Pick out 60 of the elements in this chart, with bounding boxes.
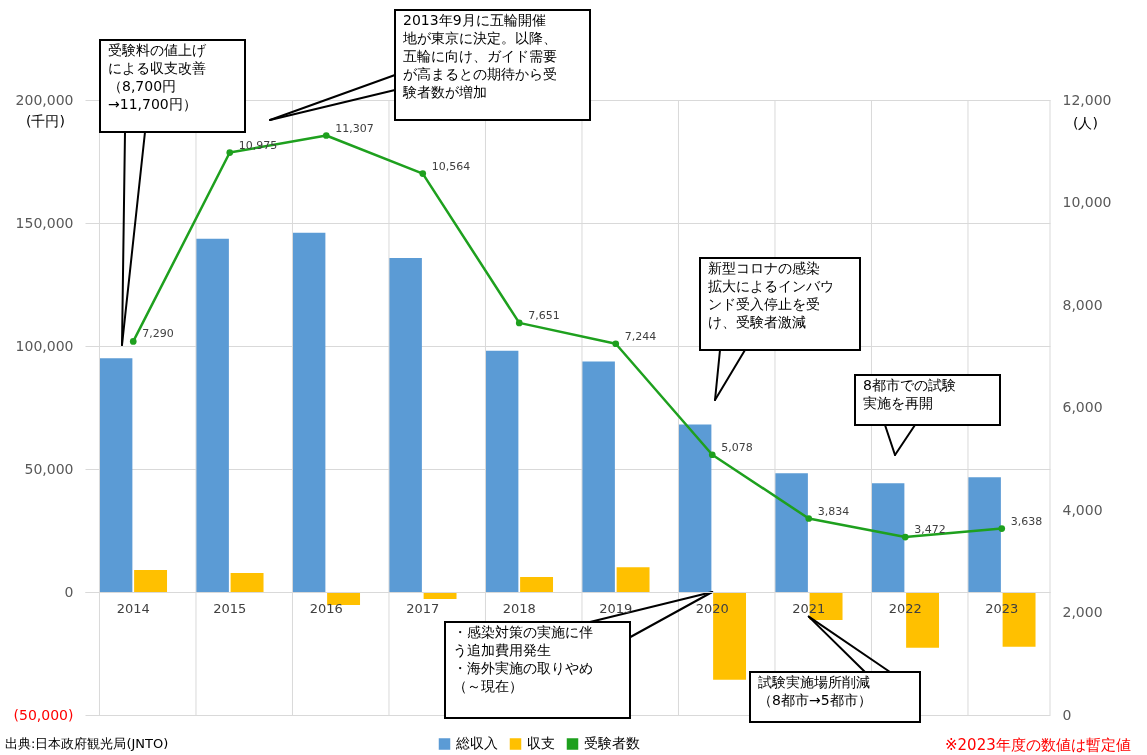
y2-tick-label: 0	[1062, 706, 1072, 723]
point	[515, 319, 523, 327]
data-label: 7,244	[624, 329, 657, 343]
y2-tick-label: 8,000	[1062, 296, 1103, 313]
y2-tick-label: 6,000	[1062, 399, 1103, 415]
bar	[230, 573, 264, 592]
bar	[292, 232, 326, 592]
x-tick-label: 2014	[116, 600, 150, 616]
legend-label: 総収入	[454, 735, 498, 751]
bar	[99, 358, 133, 592]
y-tick-label: (50,000)	[13, 706, 74, 723]
text: ※2023年度の数値は暫定値	[945, 736, 1131, 754]
point	[708, 451, 716, 459]
point	[226, 149, 234, 156]
bar	[678, 424, 712, 592]
bar	[388, 257, 422, 592]
y2-tick-label: 10,000	[1062, 194, 1112, 210]
annotation: 試験実施場所削減（8都市→5都市）	[758, 674, 872, 708]
y2-tick-label: 4,000	[1062, 501, 1103, 518]
data-label: 7,290	[142, 327, 174, 341]
legend-label: 収支	[526, 735, 555, 751]
point	[901, 533, 909, 541]
y-tick-label: 50,000	[24, 460, 74, 477]
bar	[581, 361, 615, 592]
bar	[134, 570, 168, 592]
point	[805, 515, 813, 522]
data-label: 11,307	[335, 121, 374, 135]
legend-label: 受験者数	[583, 735, 640, 751]
y2-tick-label: 2,000	[1062, 604, 1103, 620]
y-axis-title: (千円)	[26, 112, 65, 129]
data-label: 3,638	[1010, 514, 1043, 528]
x-tick-label: 2017	[406, 600, 440, 616]
bar	[520, 576, 554, 592]
bar	[195, 238, 229, 592]
data-label: 3,834	[817, 504, 850, 518]
y-tick-label: 200,000	[15, 91, 74, 108]
y-tick-label: 0	[64, 583, 74, 600]
bar	[485, 350, 519, 592]
x-tick-label: 2016	[309, 600, 343, 616]
y2-tick-label: 12,000	[1062, 91, 1112, 108]
point	[322, 132, 330, 139]
annotation: ・感染対策の実施に伴う追加費用発生・海外実施の取りやめ（～現在）	[453, 624, 593, 694]
data-label: 5,078	[721, 440, 753, 454]
x-tick-label: 2018	[502, 600, 536, 616]
x-tick-label: 2015	[213, 600, 247, 616]
bar	[327, 592, 361, 606]
source-note: 出典:日本政府観光局(JNTO)	[5, 736, 169, 751]
y-tick-label: 100,000	[15, 337, 74, 354]
bar	[774, 473, 808, 592]
data-label: 10,564	[431, 159, 471, 173]
point	[612, 340, 620, 348]
point	[419, 170, 427, 177]
bar	[967, 477, 1001, 592]
data-label: 7,651	[528, 308, 560, 322]
y2-axis-title: (人)	[1073, 114, 1098, 131]
bar	[616, 567, 650, 592]
y-tick-label: 150,000	[15, 214, 74, 231]
point	[998, 525, 1006, 532]
bar	[871, 483, 905, 592]
data-label: 3,472	[914, 523, 946, 537]
